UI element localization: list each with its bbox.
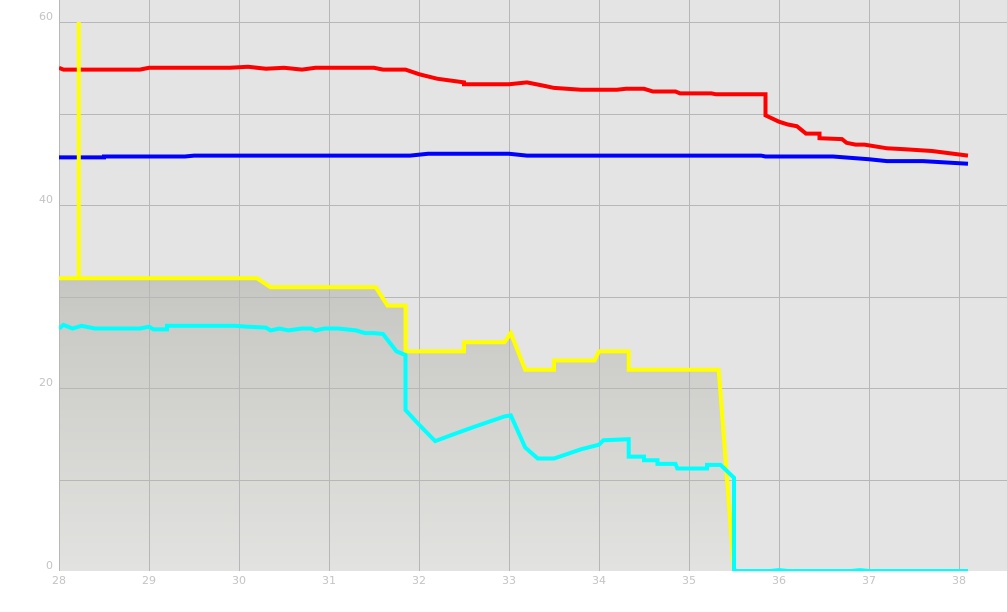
- x-tick-label: 34: [592, 574, 606, 587]
- series-line-3: [59, 322, 968, 571]
- series-area-fill: [59, 278, 734, 571]
- series-line-0: [59, 64, 969, 158]
- x-tick-label: 35: [682, 574, 696, 587]
- y-tick-label: 20: [39, 376, 53, 389]
- x-tick-label: 29: [142, 574, 156, 587]
- y-tick-label: 60: [39, 10, 53, 23]
- x-tick-label: 33: [502, 574, 516, 587]
- x-tick-label: 28: [52, 574, 66, 587]
- x-axis-ticks: 28 29 30 31 32 33 34 35 36 37 38: [52, 574, 966, 587]
- y-tick-label: 0: [46, 559, 53, 572]
- series-layer: [59, 22, 969, 571]
- x-tick-label: 38: [952, 574, 966, 587]
- x-tick-label: 31: [322, 574, 336, 587]
- x-tick-label: 32: [412, 574, 426, 587]
- grid-lines: [59, 0, 1007, 571]
- series-line-2: [59, 22, 736, 571]
- series-line-1: [59, 151, 969, 166]
- y-tick-label: 40: [39, 193, 53, 206]
- y-axis-ticks: 0 20 40 60: [39, 10, 53, 572]
- x-tick-label: 36: [772, 574, 786, 587]
- x-tick-label: 30: [232, 574, 246, 587]
- x-tick-label: 37: [862, 574, 876, 587]
- filled-area-layer: [59, 278, 734, 571]
